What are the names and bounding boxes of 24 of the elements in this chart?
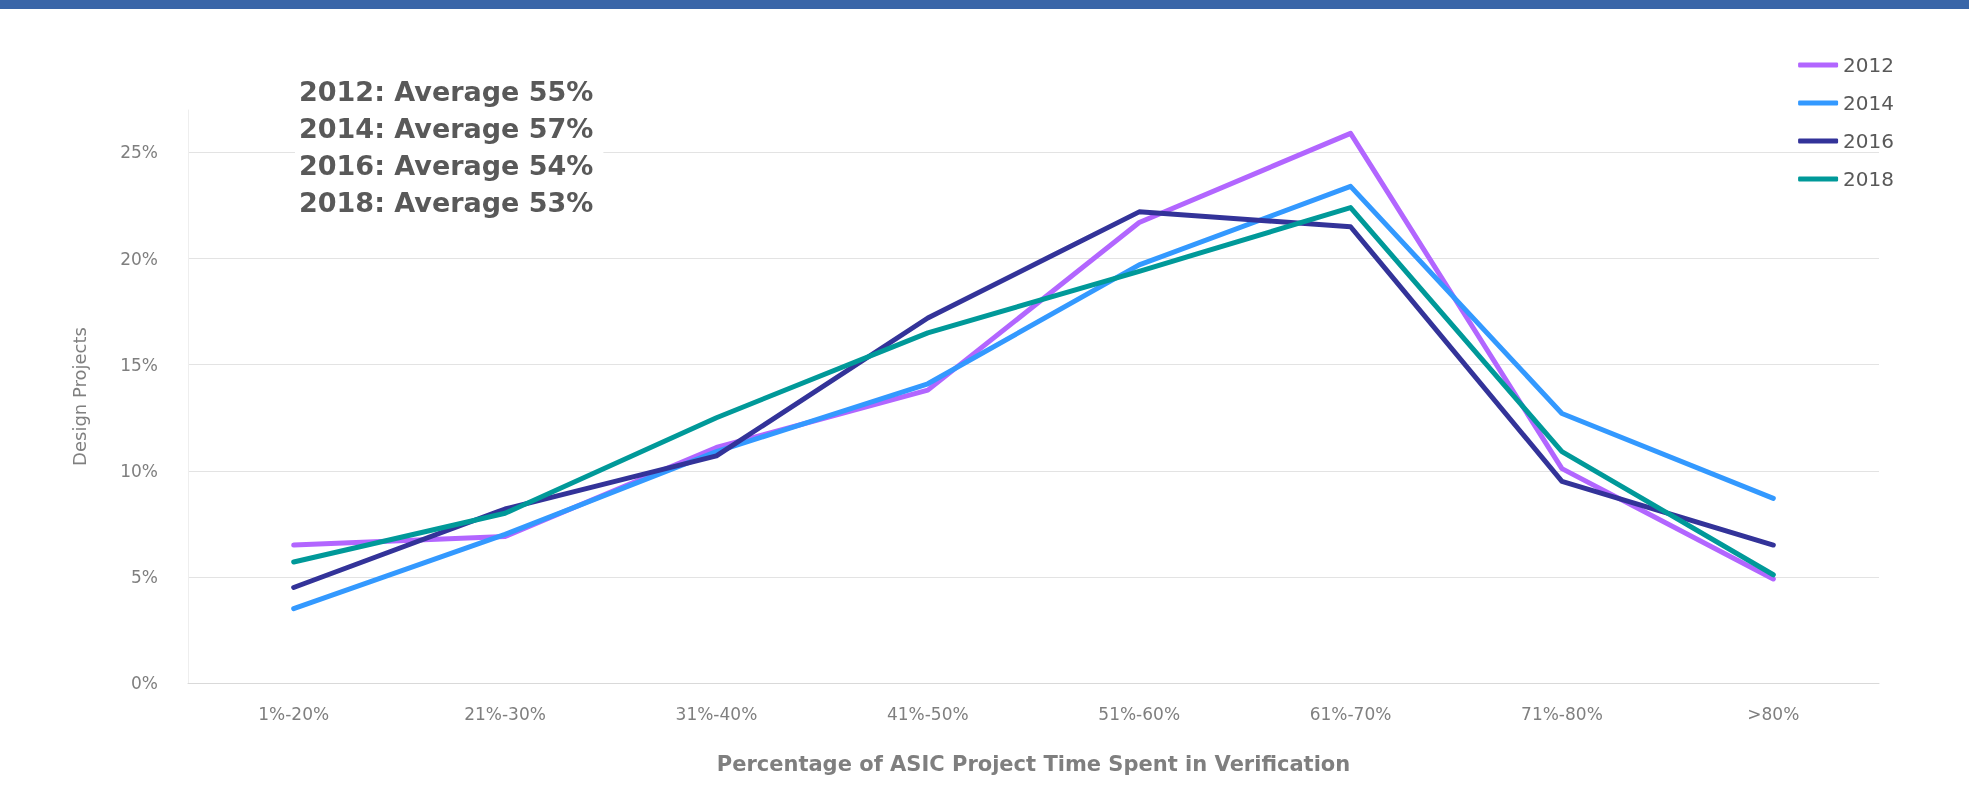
annotation: 2016: Average 54% <box>299 150 594 181</box>
y-tick-label: 15% <box>120 354 158 375</box>
x-tick-label: 41%-50% <box>886 703 969 724</box>
x-tick-label: 61%-70% <box>1309 703 1392 724</box>
x-tick-label: 51%-60% <box>1098 703 1181 724</box>
y-axis-title: Design Projects <box>68 327 90 466</box>
text: 2012: Average 55% <box>299 76 594 107</box>
x-axis-title: Percentage of ASIC Project Time Spent in Verification <box>716 751 1351 776</box>
x-tick-label: 1%-20% <box>258 703 330 724</box>
x-tick-label: 31%-40% <box>675 703 758 724</box>
legend-label: 2012 <box>1843 53 1895 77</box>
y-tick-label: 20% <box>120 248 158 269</box>
x-tick-label: 71%-80% <box>1521 703 1603 724</box>
y-tick-label: 25% <box>120 142 158 163</box>
y-tick-label: 10% <box>120 460 158 481</box>
annotation: 2014: Average 57% <box>299 113 594 144</box>
legend-label: 2018 <box>1843 167 1895 191</box>
x-tick-label: 21%-30% <box>464 703 546 724</box>
legend-label: 2016 <box>1843 129 1895 153</box>
y-tick-label: 0% <box>131 673 158 693</box>
legend-label: 2014 <box>1843 91 1895 115</box>
annotation: 2018: Average 53% <box>299 187 594 218</box>
x-tick-label: >80% <box>1747 703 1800 724</box>
y-tick-label: 5% <box>131 566 158 587</box>
